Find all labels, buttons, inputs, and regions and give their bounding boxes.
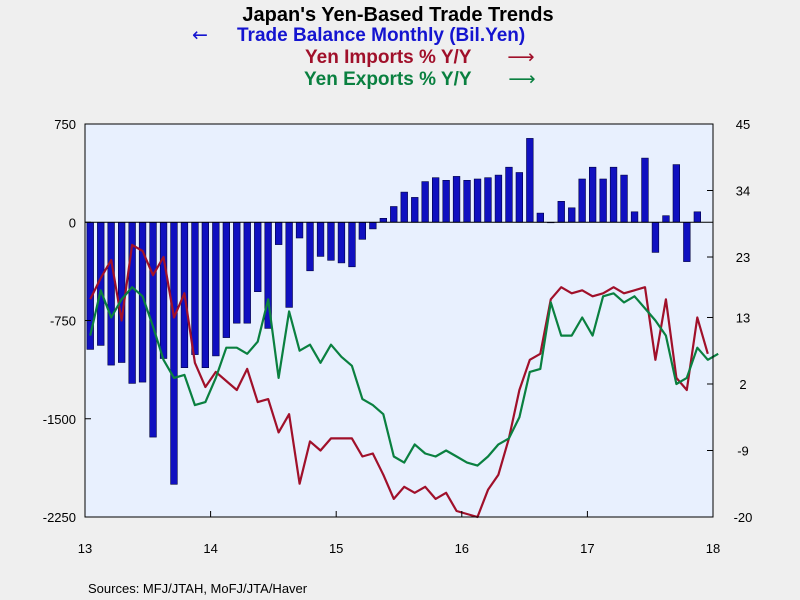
trade-balance-bar — [358, 222, 366, 240]
chart-title: Japan's Yen-Based Trade Trends — [242, 4, 553, 26]
trade-balance-bar — [222, 222, 230, 338]
right-tick-label: 45 — [736, 117, 750, 132]
exports-arrow: ⟶ — [508, 68, 535, 90]
trade-balance-bar — [390, 206, 398, 223]
trade-balance-arrow: ← — [192, 24, 208, 46]
trade-balance-bar — [620, 174, 628, 223]
x-tick-label: 13 — [78, 541, 92, 556]
trade-balance-bar — [473, 178, 482, 223]
trade-balance-bar — [442, 180, 450, 223]
legend-exports: Yen Exports % Y/Y — [304, 69, 472, 90]
trade-balance-bar — [348, 222, 356, 268]
right-tick-label: -9 — [737, 443, 749, 458]
trade-balance-bar — [421, 181, 429, 223]
legend-trade-balance: Trade Balance Monthly (Bil.Yen) — [237, 25, 525, 46]
trade-balance-bar — [159, 222, 168, 359]
trade-balance-bar — [243, 222, 251, 324]
trade-balance-bar — [107, 222, 115, 366]
legend-imports: Yen Imports % Y/Y — [305, 47, 472, 68]
trade-balance-bar — [170, 222, 178, 485]
exports-line — [89, 286, 719, 467]
trade-balance-bar — [463, 180, 471, 223]
trade-balance-bar — [452, 176, 461, 223]
plot-area — [84, 123, 714, 518]
right-tick-label: 2 — [739, 377, 746, 392]
trade-balance-bar — [400, 191, 408, 223]
imports-arrow: ⟶ — [507, 46, 534, 68]
trade-balance-bar — [599, 178, 607, 223]
trade-balance-bar — [651, 222, 660, 253]
trade-balance-bar — [118, 222, 126, 363]
trade-balance-bar — [316, 222, 325, 257]
left-tick-label: -1500 — [43, 412, 76, 427]
trade-balance-bar — [683, 222, 691, 262]
trade-balance-bar — [201, 222, 209, 368]
left-tick-label: -2250 — [43, 510, 76, 525]
trade-balance-bar — [494, 174, 503, 223]
trade-balance-bar — [578, 178, 586, 223]
trade-balance-bar — [568, 207, 576, 223]
x-tick-label: 18 — [706, 541, 720, 556]
trade-balance-bar — [274, 222, 283, 245]
right-tick-label: 23 — [736, 250, 750, 265]
trade-balance-bar — [254, 222, 262, 293]
trade-balance-bar — [306, 222, 314, 272]
trade-balance-bar — [431, 177, 440, 223]
right-tick-label: -20 — [734, 510, 753, 525]
imports-line — [89, 243, 709, 519]
trade-balance-bar — [285, 222, 293, 308]
x-tick-label: 16 — [455, 541, 469, 556]
trade-balance-bar — [212, 222, 220, 357]
trade-balance-bar — [557, 201, 565, 223]
left-tick-label: 750 — [54, 117, 76, 132]
trade-balance-bar — [505, 166, 513, 223]
trade-balance-bar — [295, 222, 304, 239]
trade-balance-bar — [609, 166, 618, 223]
trade-balance-bar — [515, 172, 523, 223]
x-tick-label: 14 — [203, 541, 217, 556]
source-note: Sources: MFJ/JTAH, MoFJ/JTA/Haver — [88, 581, 308, 596]
right-tick-label: 13 — [736, 310, 750, 325]
trade-balance-bar — [536, 212, 544, 223]
x-axis: 13 14 15 16 17 18 — [78, 511, 720, 556]
x-tick-label: 17 — [580, 541, 594, 556]
trade-balance-bar — [484, 177, 492, 223]
trade-balance-bar — [191, 222, 199, 355]
trade-balance-bar — [327, 222, 335, 261]
left-tick-label: 0 — [69, 215, 76, 230]
left-axis: 750 0 -750 -1500 -2250 — [43, 117, 91, 525]
trade-balance-bar — [86, 222, 94, 350]
trade-balance-bar — [693, 211, 701, 223]
trade-balance-bar — [662, 215, 670, 223]
trade-balance-bar — [641, 157, 649, 223]
trade-balance-bar — [337, 222, 346, 264]
trade-balance-bar — [672, 164, 680, 223]
x-tick-label: 15 — [329, 541, 343, 556]
left-tick-label: -750 — [50, 314, 76, 329]
trade-balance-bar — [233, 222, 241, 324]
trade-balance-bar — [630, 211, 639, 223]
trade-balance-bar — [379, 218, 387, 223]
trade-balance-bar — [526, 138, 534, 223]
right-tick-label: 34 — [736, 184, 750, 199]
trade-balance-bar — [411, 197, 419, 223]
trade-balance-bar — [588, 166, 597, 223]
trade-balance-bar — [369, 222, 377, 230]
right-axis: 45 34 23 13 2 -9 -20 — [707, 117, 752, 525]
